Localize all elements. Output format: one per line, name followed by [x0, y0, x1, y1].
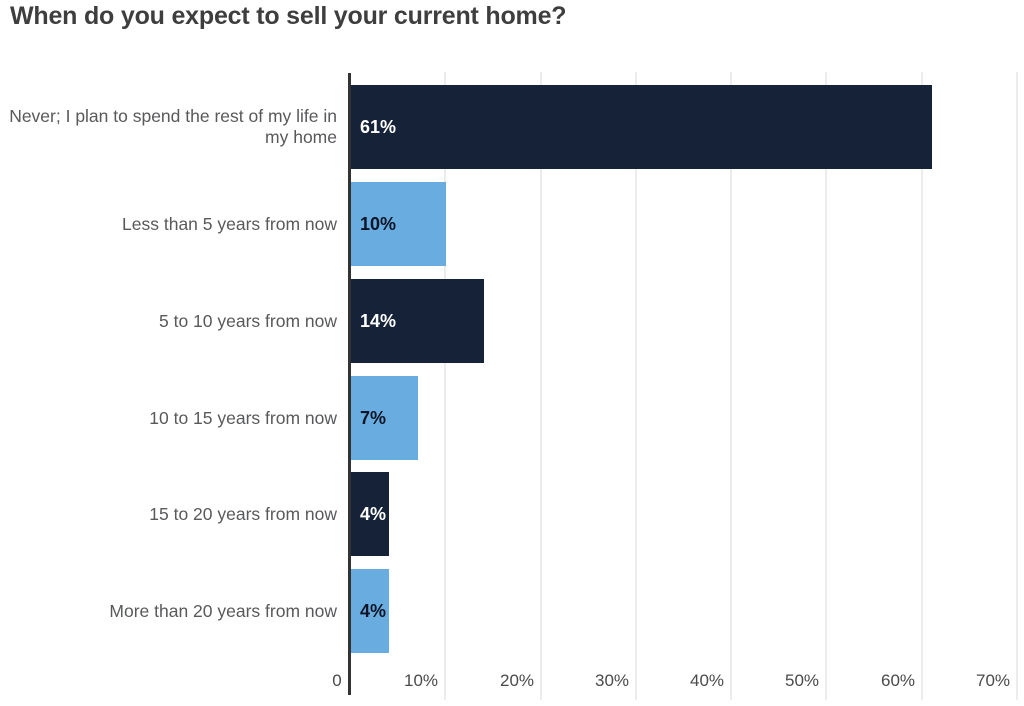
gridline [635, 72, 637, 700]
category-label: 15 to 20 years from now [149, 503, 337, 524]
y-axis-zero-line [348, 73, 351, 695]
gridline [825, 72, 827, 700]
bar-value-label: 61% [360, 116, 397, 137]
category-label: 5 to 10 years from now [159, 310, 337, 331]
bar: 10% [351, 182, 446, 266]
x-axis-tick-label: 20% [499, 671, 535, 690]
x-axis-tick-label: 70% [975, 671, 1011, 690]
bar-value-label: 7% [360, 407, 387, 428]
bar-value-label: 4% [360, 503, 387, 524]
bar: 61% [351, 85, 932, 169]
gridline [444, 72, 446, 700]
bar: 4% [351, 569, 389, 653]
chart-title: When do you expect to sell your current … [10, 2, 567, 30]
x-axis-tick-label: 40% [689, 671, 725, 690]
category-label: Never; I plan to spend the rest of my li… [9, 106, 337, 147]
x-axis-tick-label: 60% [880, 671, 916, 690]
x-axis-tick-label: 10% [403, 671, 439, 690]
gridline [540, 72, 542, 700]
bar: 4% [351, 472, 389, 556]
gridline [921, 72, 923, 700]
bar-value-label: 14% [360, 310, 397, 331]
bar: 7% [351, 376, 418, 460]
gridline [730, 72, 732, 700]
x-axis-tick-label: 30% [594, 671, 630, 690]
category-label: 10 to 15 years from now [149, 407, 337, 428]
x-axis-tick-label: 50% [784, 671, 820, 690]
x-axis-tick-label: 0 [332, 671, 342, 690]
category-label: More than 20 years from now [109, 600, 337, 621]
category-label: Less than 5 years from now [122, 213, 337, 234]
gridline [1016, 72, 1018, 700]
bar-value-label: 4% [360, 600, 387, 621]
bar-value-label: 10% [360, 213, 397, 234]
bar: 14% [351, 279, 484, 363]
